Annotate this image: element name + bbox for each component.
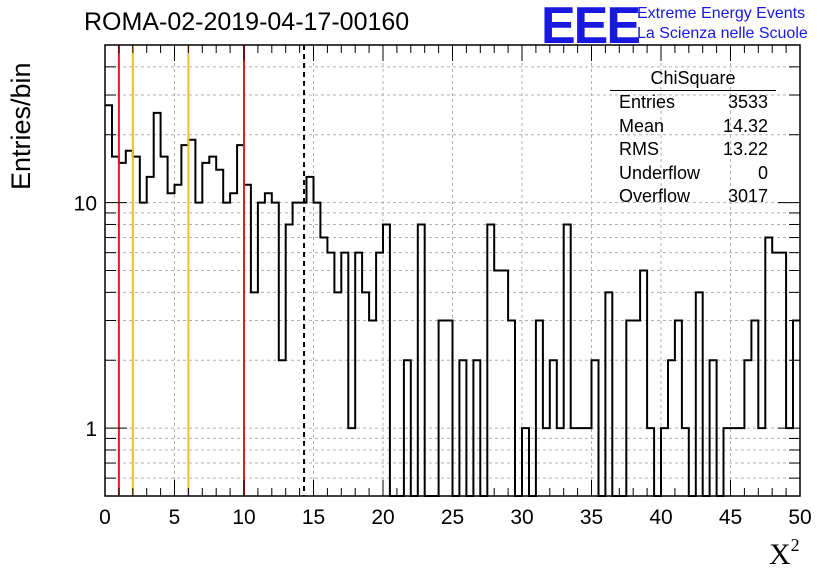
stats-value: 0 (757, 162, 768, 183)
stats-label: RMS (619, 139, 659, 159)
x-tick-label: 50 (788, 506, 811, 529)
stats-value: 14.32 (722, 115, 768, 136)
x-tick-label: 0 (99, 506, 111, 529)
stats-title: ChiSquare (610, 66, 776, 91)
stats-box: ChiSquare Entries 3533 Mean 14.32 RMS 13.22… (610, 66, 776, 209)
stats-label: Underflow (619, 162, 701, 183)
y-tick-label: 10 (74, 193, 97, 216)
x-tick-label: 25 (441, 506, 464, 529)
eee-logo-text: Extreme Energy Events La Scienza nelle S… (637, 4, 808, 44)
stats-value: 3533 (727, 92, 768, 112)
stats-row: RMS 13.22 (610, 138, 776, 162)
histogram-series (105, 104, 800, 497)
x-tick-label: 40 (649, 506, 672, 529)
x-tick-label: 30 (510, 506, 533, 529)
stats-label: Mean (619, 115, 665, 136)
x-tick-label: 35 (580, 506, 603, 529)
x-tick-label: 20 (371, 506, 394, 529)
stats-label: Entries (619, 92, 676, 112)
stats-row: Entries 3533 (610, 91, 776, 115)
eee-logo-line1: Extreme Energy Events (637, 5, 806, 22)
stats-row: Underflow 0 (610, 162, 776, 186)
stats-value: 3017 (727, 186, 768, 206)
eee-logo: EEE (541, 0, 641, 55)
x-tick-label: 45 (719, 506, 742, 529)
x-axis-label: X2 (769, 535, 800, 571)
stats-row: Overflow 3017 (610, 185, 776, 209)
chart-title: ROMA-02-2019-04-17-00160 (84, 8, 410, 36)
y-axis-label: Entries/bin (6, 62, 36, 190)
stats-label: Overflow (619, 186, 691, 206)
eee-logo-line2: La Scienza nelle Scuole (637, 25, 808, 42)
x-tick-label: 10 (232, 506, 255, 529)
x-tick-label: 5 (169, 506, 181, 529)
stats-value: 13.22 (722, 139, 768, 159)
y-tick-label: 1 (85, 418, 97, 441)
x-tick-label: 15 (302, 506, 325, 529)
stats-row: Mean 14.32 (610, 115, 776, 139)
